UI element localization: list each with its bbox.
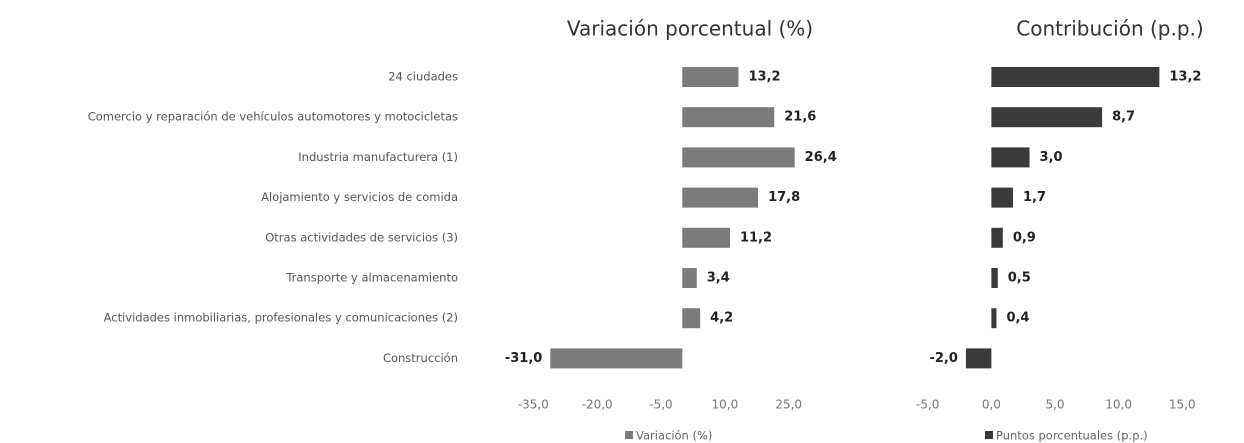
category-label: Construcción — [383, 351, 458, 365]
chart-title: Variación porcentual (%) — [567, 17, 813, 41]
bar — [991, 308, 997, 329]
legend-swatch — [625, 431, 633, 439]
bar — [682, 107, 775, 128]
value-label: 3,4 — [707, 271, 730, 286]
category-label: Industria manufacturera (1) — [298, 150, 458, 164]
category-label: Alojamiento y servicios de comida — [261, 190, 458, 204]
bar — [991, 107, 1103, 128]
x-tick-label: 10,0 — [1105, 398, 1132, 412]
category-label: Otras actividades de servicios (3) — [265, 230, 458, 244]
bar — [991, 67, 1160, 87]
value-label: -2,0 — [929, 351, 957, 366]
value-label: 1,7 — [1023, 190, 1046, 205]
x-tick-label: 5,0 — [1045, 398, 1064, 412]
x-tick-label: -5,0 — [916, 398, 939, 412]
x-tick-label: -20,0 — [582, 398, 613, 412]
category-label: Comercio y reparación de vehículos autom… — [88, 110, 458, 124]
bar — [682, 227, 730, 248]
x-tick-label: -35,0 — [518, 398, 549, 412]
value-label: 13,2 — [1169, 70, 1201, 85]
x-tick-label: 0,0 — [982, 398, 1001, 412]
value-label: 21,6 — [784, 110, 816, 125]
bar — [965, 348, 992, 369]
value-label: 8,7 — [1112, 110, 1135, 125]
bar — [682, 187, 759, 208]
x-tick-label: 25,0 — [775, 398, 802, 412]
value-label: 0,5 — [1008, 271, 1031, 286]
category-label: Actividades inmobiliarias, profesionales… — [104, 311, 458, 325]
value-label: 3,0 — [1040, 150, 1063, 165]
bar — [991, 268, 998, 288]
legend-swatch — [985, 431, 993, 439]
category-label: Transporte y almacenamiento — [285, 271, 458, 285]
value-label: 0,4 — [1006, 311, 1029, 326]
value-label: 17,8 — [768, 190, 800, 205]
legend-label: Puntos porcentuales (p.p.) — [996, 429, 1148, 443]
x-tick-label: 10,0 — [711, 398, 738, 412]
category-label: 24 ciudades — [388, 70, 458, 84]
value-label: 4,2 — [710, 311, 733, 326]
bar — [991, 147, 1030, 168]
bar — [682, 67, 739, 87]
bar — [682, 268, 697, 288]
bar — [991, 187, 1013, 208]
bar — [682, 147, 795, 168]
bar — [991, 227, 1003, 248]
x-tick-label: -5,0 — [649, 398, 672, 412]
value-label: 11,2 — [740, 230, 772, 245]
value-label: 0,9 — [1013, 230, 1036, 245]
x-tick-label: 15,0 — [1169, 398, 1196, 412]
bar — [550, 348, 683, 369]
legend-label: Variación (%) — [636, 429, 712, 443]
value-label: 26,4 — [805, 150, 837, 165]
value-label: -31,0 — [505, 351, 542, 366]
bar — [682, 308, 701, 329]
value-label: 13,2 — [748, 70, 780, 85]
chart-title: Contribución (p.p.) — [1016, 17, 1203, 41]
